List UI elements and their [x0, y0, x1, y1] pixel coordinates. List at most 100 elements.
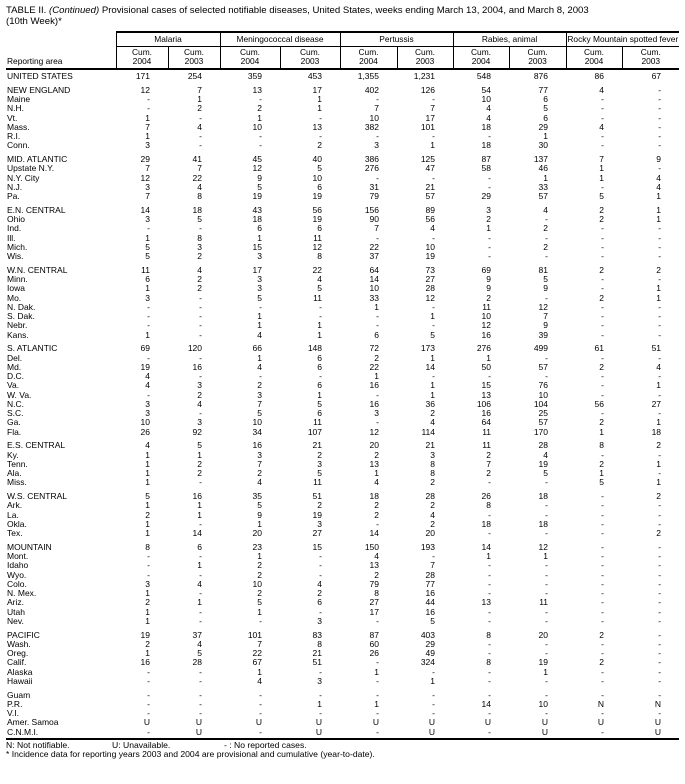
value-cell: 66	[252, 344, 262, 354]
value-cell: -	[601, 132, 605, 141]
value-cell: -	[259, 132, 262, 141]
value-cell: 29	[140, 155, 150, 164]
value-cell: 148	[307, 344, 322, 354]
disease-group-header: Malaria	[115, 31, 220, 47]
reporting-area-cell: MID. ATLANTIC	[7, 155, 68, 164]
value-cell: 2	[374, 510, 379, 520]
value-cell: -	[658, 312, 662, 321]
value-cell: 7	[430, 561, 436, 571]
value-cell: 49	[425, 649, 436, 658]
value-cell: 37	[369, 252, 379, 261]
value-cell: -	[259, 709, 262, 718]
value-cell: -	[147, 312, 150, 321]
value-cell: 4	[656, 182, 662, 192]
value-cell: -	[658, 122, 662, 132]
reporting-area-cell: Mont.	[7, 552, 29, 561]
value-cell: -	[601, 616, 605, 626]
value-cell: 6	[317, 409, 322, 418]
value-cell: 4	[656, 173, 662, 183]
value-cell: -	[601, 330, 605, 340]
value-cell: 2	[486, 215, 492, 224]
cumulative-column-header: Cum. 2004	[565, 46, 623, 70]
value-cell: 76	[538, 381, 549, 391]
reporting-area-cell: Va.	[7, 381, 20, 391]
value-cell: 20	[369, 441, 379, 451]
value-cell: 2	[374, 501, 379, 511]
value-cell: 10	[369, 113, 379, 123]
reporting-area-cell: Oreg.	[7, 649, 29, 658]
reporting-area-cell: Miss.	[7, 478, 27, 488]
reporting-area-cell: N. Mex.	[7, 589, 37, 598]
value-cell: -	[601, 182, 605, 192]
value-cell: -	[147, 302, 150, 312]
value-cell: 1	[430, 390, 436, 400]
value-cell: 61	[594, 344, 605, 354]
value-cell: 1	[145, 649, 150, 658]
value-cell: 87	[481, 155, 492, 164]
value-cell: -	[545, 690, 549, 700]
value-cell: 1	[257, 667, 262, 677]
value-cell: -	[376, 132, 379, 141]
table-row: Idaho - 1 2 - 13 7 - - - -	[6, 561, 679, 570]
value-cell: 16	[369, 381, 379, 391]
value-cell: -	[199, 302, 202, 312]
reporting-area-cell: Ohio	[7, 215, 25, 224]
value-cell: 9	[543, 321, 549, 331]
value-cell: 57	[538, 192, 549, 201]
value-cell: 3	[145, 409, 150, 418]
value-cell: 3	[317, 676, 322, 686]
value-cell: 4	[486, 113, 492, 123]
value-cell: 83	[312, 630, 322, 640]
value-cell: 1	[486, 552, 492, 561]
value-cell: -	[601, 224, 605, 234]
disease-group-header: Meningococcal disease	[219, 31, 340, 47]
value-cell: 1	[656, 381, 662, 391]
value-cell: 5	[599, 478, 605, 488]
table-row: Mont. - - 1 - 4 - 1 1 - -	[6, 552, 679, 561]
value-cell: -	[199, 699, 202, 709]
value-cell: -	[259, 302, 262, 312]
value-cell: 2	[599, 418, 605, 428]
value-cell: 2	[374, 353, 379, 363]
value-cell: 2	[197, 252, 202, 261]
value-cell: 30	[538, 141, 549, 151]
value-cell: 13	[481, 390, 492, 400]
reporting-area-cell: N. Dak.	[7, 302, 36, 312]
value-cell: -	[601, 390, 605, 400]
value-cell: 9	[257, 510, 262, 520]
value-cell: 1	[145, 450, 150, 460]
value-cell: 7	[257, 459, 262, 469]
table-row: Alaska - - 1 - 1 - - 1 - -	[6, 668, 679, 677]
value-cell: 7	[486, 459, 492, 469]
value-cell: 28	[425, 492, 436, 501]
value-cell: 44	[425, 598, 436, 608]
value-cell: 1	[145, 616, 150, 626]
reporting-area-cell: P.R.	[7, 699, 23, 709]
value-cell: -	[199, 709, 202, 718]
value-cell: 8	[145, 542, 150, 552]
value-cell: 1	[599, 173, 605, 183]
value-cell: 1	[430, 676, 436, 686]
table-row: Ky. 1 1 3 2 2 3 2 4 - -	[6, 451, 679, 460]
value-cell: -	[658, 570, 662, 580]
value-cell: -	[376, 233, 379, 243]
reporting-area-cell: Okla.	[7, 519, 27, 529]
table-bottom-rule	[6, 737, 679, 740]
value-cell: 33	[538, 182, 549, 192]
value-cell: U	[255, 718, 262, 728]
value-cell: -	[199, 676, 202, 686]
value-cell: 1	[599, 427, 605, 437]
value-cell: 2	[656, 441, 662, 451]
value-cell: U	[143, 718, 150, 728]
value-cell: 3	[257, 275, 262, 284]
value-cell: 13	[481, 598, 492, 608]
table-row: E.N. CENTRAL 14 18 43 56 156 89 3 4 2 1	[6, 206, 679, 215]
value-cell: 4	[145, 381, 150, 391]
value-cell: -	[488, 676, 492, 686]
cumulative-column-header: Cum. 2003	[167, 46, 220, 70]
value-cell: 13	[252, 85, 262, 95]
value-cell: 5	[145, 242, 150, 252]
value-cell: 6	[197, 542, 202, 552]
value-cell: 1	[145, 284, 150, 294]
value-cell: -	[658, 390, 662, 400]
